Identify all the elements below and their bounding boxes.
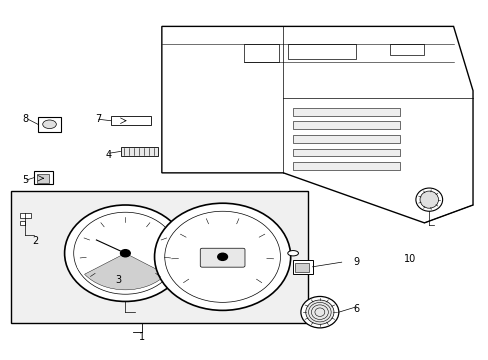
- Text: 10: 10: [403, 253, 415, 264]
- Polygon shape: [162, 26, 472, 223]
- Bar: [111, 116, 150, 125]
- Bar: [120, 147, 158, 156]
- Ellipse shape: [305, 300, 333, 324]
- Ellipse shape: [287, 251, 298, 256]
- Text: 5: 5: [22, 175, 29, 185]
- Wedge shape: [84, 253, 166, 290]
- Ellipse shape: [415, 188, 442, 211]
- Bar: [292, 108, 399, 116]
- Text: 9: 9: [352, 257, 359, 267]
- Ellipse shape: [154, 203, 290, 310]
- Bar: [244, 44, 278, 62]
- FancyBboxPatch shape: [200, 248, 244, 267]
- Bar: [292, 162, 399, 170]
- Text: 3: 3: [115, 275, 121, 285]
- Ellipse shape: [300, 296, 338, 328]
- Ellipse shape: [74, 212, 177, 294]
- Text: 7: 7: [95, 114, 102, 124]
- Circle shape: [217, 253, 227, 260]
- Text: 6: 6: [352, 303, 359, 314]
- FancyBboxPatch shape: [11, 191, 307, 323]
- Bar: [292, 135, 399, 143]
- Text: 1: 1: [139, 332, 145, 342]
- Text: 2: 2: [32, 236, 39, 246]
- Bar: [20, 212, 30, 217]
- Ellipse shape: [419, 191, 438, 208]
- Bar: [294, 263, 308, 272]
- Ellipse shape: [164, 211, 280, 302]
- Bar: [292, 149, 399, 157]
- Bar: [287, 44, 356, 59]
- Bar: [20, 221, 25, 225]
- Ellipse shape: [42, 120, 56, 129]
- Text: 8: 8: [22, 114, 29, 124]
- Bar: [292, 121, 399, 129]
- Text: 4: 4: [105, 150, 111, 160]
- Circle shape: [120, 249, 130, 257]
- Bar: [34, 171, 53, 184]
- Bar: [38, 117, 61, 132]
- Bar: [389, 44, 424, 55]
- Bar: [37, 174, 48, 183]
- Bar: [292, 260, 312, 274]
- Wedge shape: [77, 253, 174, 291]
- Ellipse shape: [64, 205, 186, 301]
